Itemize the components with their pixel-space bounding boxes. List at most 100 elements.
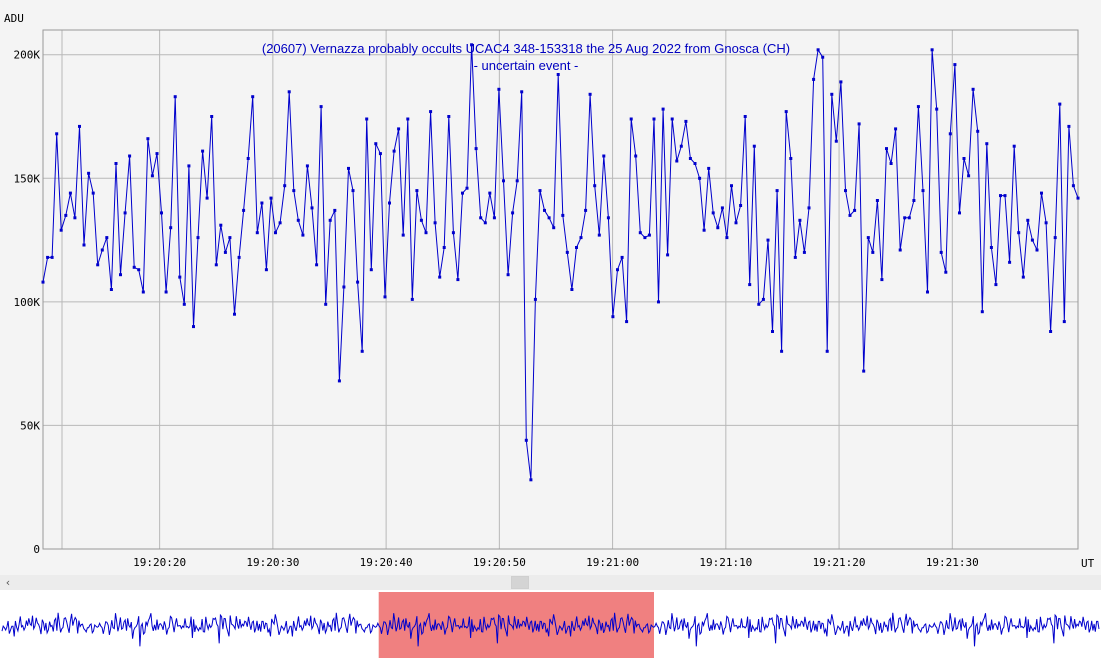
data-point <box>894 127 898 131</box>
data-point <box>971 87 975 91</box>
data-point <box>214 263 218 267</box>
data-point <box>889 162 893 165</box>
data-point <box>793 255 797 259</box>
data-point <box>68 191 72 195</box>
data-point <box>324 302 328 306</box>
data-point <box>1021 275 1025 279</box>
data-point <box>205 196 209 200</box>
data-point <box>862 369 866 373</box>
data-point <box>916 105 920 109</box>
data-point <box>1040 191 1043 195</box>
data-point <box>739 204 743 207</box>
data-point <box>939 250 943 254</box>
y-axis-label: ADU <box>4 12 24 25</box>
data-point <box>789 157 793 160</box>
x-tick-label: 19:20:40 <box>360 556 413 569</box>
data-point <box>237 255 241 259</box>
data-point <box>757 302 761 306</box>
data-point <box>251 95 255 99</box>
data-point <box>333 208 337 212</box>
x-tick-label: 19:20:20 <box>133 556 186 569</box>
data-point <box>64 213 68 217</box>
data-point <box>50 255 54 259</box>
data-point <box>798 218 802 222</box>
x-axis-label: UT <box>1081 557 1095 570</box>
data-point <box>976 129 980 133</box>
data-point <box>967 174 971 178</box>
data-point <box>383 295 387 299</box>
data-point <box>438 275 442 279</box>
data-point <box>816 48 820 52</box>
data-point <box>1030 238 1034 242</box>
data-point <box>556 73 560 76</box>
scroll-left-arrow-icon[interactable]: ‹ <box>5 576 11 589</box>
data-point <box>305 164 309 168</box>
overview-strip[interactable] <box>0 592 1101 658</box>
data-point <box>123 211 127 215</box>
data-point <box>716 226 720 230</box>
data-point <box>606 216 610 220</box>
overview-series-line <box>1 612 1100 647</box>
data-point <box>415 189 419 193</box>
y-tick-label: 200K <box>14 49 41 62</box>
scroll-thumb[interactable] <box>511 576 529 589</box>
data-point <box>743 115 747 118</box>
time-scrollbar[interactable]: ‹ <box>0 575 1101 590</box>
data-point <box>164 290 168 294</box>
plot-frame <box>42 29 1079 550</box>
y-tick-label: 0 <box>33 543 40 556</box>
data-point <box>985 142 989 146</box>
data-point <box>1003 194 1007 198</box>
data-point <box>360 349 364 353</box>
data-point <box>912 199 916 202</box>
data-point <box>264 268 268 272</box>
data-point <box>456 278 460 282</box>
data-point <box>698 176 702 180</box>
data-point <box>356 280 360 284</box>
data-point <box>502 179 505 183</box>
data-point <box>465 186 469 190</box>
data-point <box>109 288 113 291</box>
data-point <box>848 213 852 217</box>
data-point <box>155 152 159 156</box>
data-point <box>570 288 574 291</box>
data-point <box>246 157 250 160</box>
data-point <box>634 154 638 158</box>
data-point <box>693 162 697 165</box>
data-point <box>296 218 300 222</box>
data-point <box>319 105 323 109</box>
data-point <box>1053 236 1057 240</box>
data-point <box>657 300 660 304</box>
data-point <box>55 132 59 136</box>
data-point <box>433 221 437 225</box>
data-point <box>260 201 264 205</box>
data-point <box>524 438 528 442</box>
data-point <box>752 144 756 148</box>
data-point <box>228 236 232 240</box>
data-point <box>702 228 706 232</box>
data-point <box>670 117 674 121</box>
data-point <box>451 231 455 235</box>
data-point <box>59 228 63 232</box>
data-point <box>114 162 118 165</box>
data-point <box>552 226 556 230</box>
y-tick-label: 50K <box>20 419 40 432</box>
x-tick-label: 19:21:30 <box>926 556 979 569</box>
data-point <box>223 250 227 254</box>
data-point <box>1062 320 1066 324</box>
data-point <box>315 263 319 267</box>
data-point <box>652 117 656 121</box>
data-point <box>479 216 483 220</box>
data-point <box>761 297 765 301</box>
data-point <box>337 379 341 383</box>
data-point <box>342 285 346 289</box>
data-point <box>821 55 825 59</box>
data-point <box>365 117 369 121</box>
plot-background <box>0 0 1101 575</box>
data-point <box>830 92 834 96</box>
data-point <box>1067 124 1071 128</box>
data-point <box>78 124 81 128</box>
data-point <box>898 248 902 252</box>
data-point <box>150 174 154 178</box>
data-point <box>907 216 911 220</box>
